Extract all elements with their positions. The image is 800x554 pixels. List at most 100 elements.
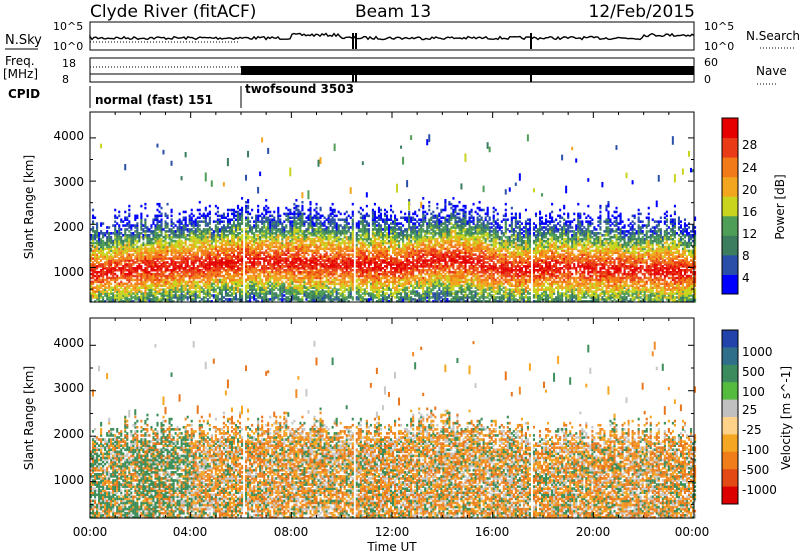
heatmap-cell — [251, 243, 254, 247]
heatmap-cell — [196, 270, 199, 274]
heatmap-cell — [94, 255, 97, 258]
heatmap-cell — [371, 228, 374, 231]
heatmap-cell — [365, 278, 368, 282]
heatmap-cell — [291, 233, 294, 237]
heatmap-cell — [174, 257, 177, 260]
heatmap-cell — [234, 272, 238, 276]
heatmap-cell — [255, 247, 258, 251]
heatmap-cell — [146, 247, 149, 251]
heatmap-cell — [311, 239, 314, 243]
nsearch-label: N.Search — [746, 29, 800, 43]
heatmap-cell — [128, 274, 131, 278]
heatmap-cell — [184, 280, 187, 284]
heatmap-cell — [317, 226, 320, 229]
heatmap-cell — [291, 267, 294, 270]
heatmap-cell — [361, 255, 364, 258]
heatmap-cell — [247, 199, 250, 202]
heatmap-cell — [210, 232, 213, 235]
heatmap-cell — [355, 298, 358, 301]
heatmap-cell — [247, 206, 250, 210]
heatmap-cell — [214, 230, 217, 233]
heatmap-cell — [224, 257, 227, 260]
heatmap-cell — [98, 276, 101, 280]
heatmap-cell — [180, 259, 183, 262]
heatmap-cell — [184, 249, 187, 253]
heatmap-cell — [263, 230, 266, 233]
heatmap-cell — [192, 222, 195, 225]
heatmap-cell — [339, 241, 342, 245]
heatmap-cell — [128, 214, 131, 218]
heatmap-cell — [311, 255, 314, 258]
heatmap-cell — [261, 235, 264, 239]
heatmap-cell — [156, 243, 159, 247]
heatmap-cell — [212, 251, 215, 255]
heatmap-cell — [365, 212, 368, 216]
heatmap-cell — [297, 210, 300, 214]
heatmap-cell — [188, 247, 191, 251]
heatmap-cell — [281, 237, 284, 241]
heatmap-cell — [226, 230, 230, 233]
heatmap-cell — [365, 282, 368, 286]
heatmap-cell — [259, 255, 262, 258]
heatmap-cell — [365, 220, 368, 223]
heatmap-cell — [224, 272, 227, 276]
heatmap-cell — [212, 286, 215, 289]
heatmap-cell — [166, 300, 169, 303]
heatmap-cell — [321, 282, 324, 286]
heatmap-cell — [160, 232, 163, 235]
heatmap-cell — [106, 280, 109, 284]
heatmap-cell — [104, 255, 107, 258]
heatmap-cell — [98, 290, 101, 293]
heatmap-cell — [156, 232, 159, 235]
heatmap-cell — [325, 251, 328, 255]
heatmap-cell — [216, 270, 219, 274]
heatmap-cell — [293, 296, 296, 299]
heatmap-cell — [347, 292, 350, 295]
heatmap-cell — [273, 251, 276, 255]
heatmap-cell — [220, 288, 223, 291]
heatmap-cell — [271, 300, 274, 303]
heatmap-cell — [287, 216, 290, 220]
heatmap-cell — [94, 233, 97, 237]
heatmap-cell — [363, 220, 366, 223]
heatmap-cell — [152, 280, 155, 284]
heatmap-cell — [323, 294, 326, 297]
heatmap-cell — [222, 233, 225, 237]
heatmap-cell — [226, 255, 230, 258]
heatmap-cell — [224, 226, 227, 229]
heatmap-cell — [198, 249, 201, 253]
heatmap-cell — [172, 257, 175, 260]
heatmap-cell — [112, 239, 115, 243]
heatmap-cell — [351, 263, 354, 266]
heatmap-cell — [238, 243, 242, 247]
heatmap-cell — [226, 270, 230, 274]
heatmap-cell — [136, 222, 139, 225]
heatmap-cell — [182, 272, 185, 276]
heatmap-cell — [337, 235, 340, 239]
heatmap-cell — [138, 267, 141, 270]
heatmap-cell — [142, 270, 145, 274]
heatmap-cell — [355, 278, 358, 282]
heatmap-cell — [148, 294, 151, 297]
heatmap-cell — [124, 210, 127, 214]
heatmap-cell — [164, 233, 167, 237]
heatmap-cell — [311, 220, 314, 223]
heatmap-cell — [345, 253, 348, 256]
heatmap-cell — [305, 272, 308, 276]
heatmap-cell — [104, 232, 107, 235]
heatmap-cell — [331, 208, 334, 212]
heatmap-cell — [156, 235, 159, 239]
heatmap-cell — [102, 298, 105, 301]
heatmap-cell — [148, 228, 151, 231]
heatmap-cell — [275, 280, 278, 284]
heatmap-cell — [216, 263, 219, 266]
heatmap-cell — [236, 267, 240, 270]
heatmap-cell — [265, 278, 268, 282]
heatmap-cell — [214, 290, 217, 293]
heatmap-cell — [184, 241, 187, 245]
heatmap-cell — [196, 286, 199, 289]
heatmap-cell — [216, 233, 219, 237]
heatmap-cell — [118, 210, 121, 214]
heatmap-cell — [259, 294, 262, 297]
heatmap-cell — [200, 235, 203, 239]
